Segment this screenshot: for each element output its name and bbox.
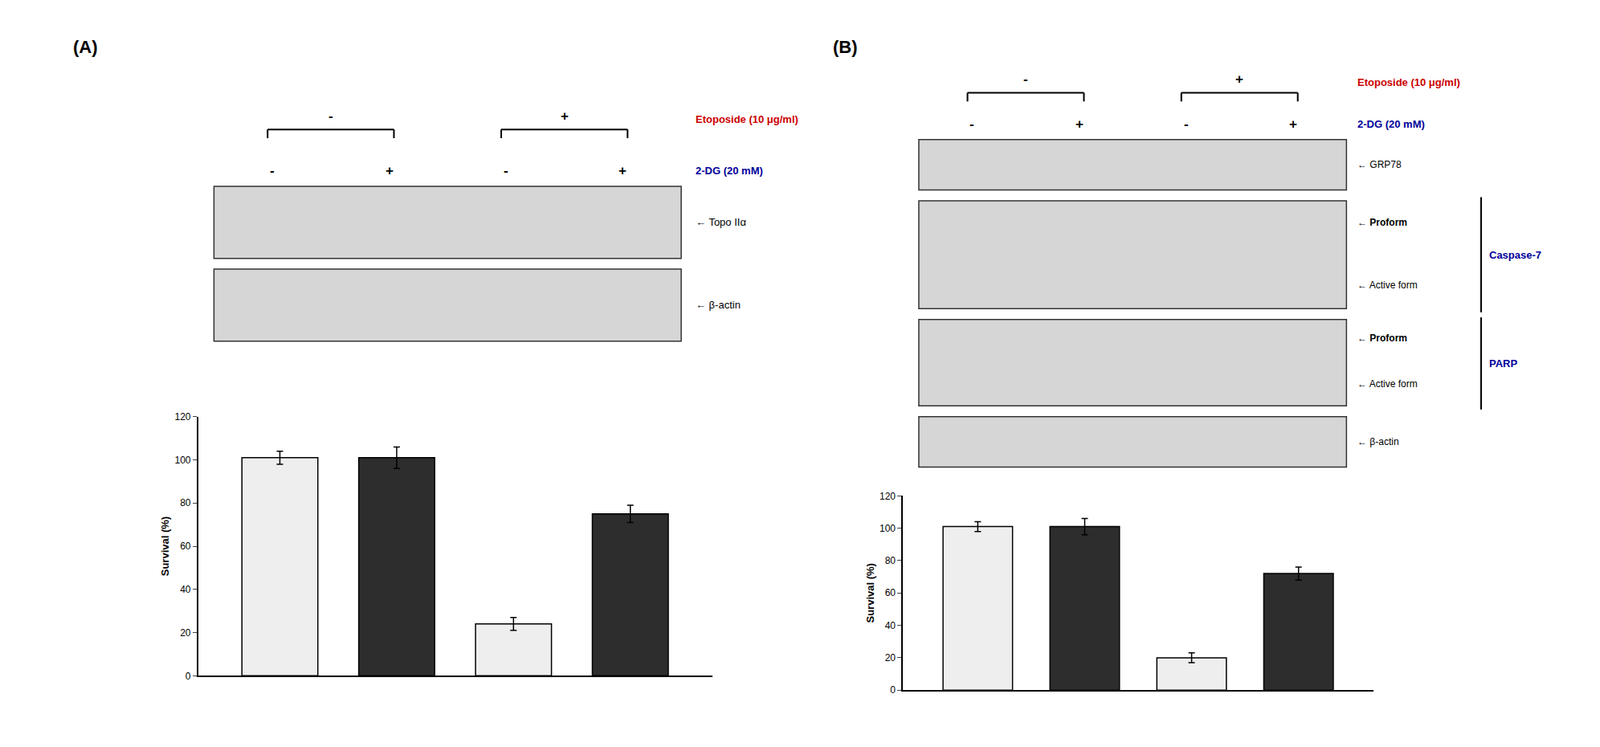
svg-text:20: 20 [885, 652, 897, 664]
svg-text:(B): (B) [832, 36, 858, 58]
svg-text:120: 120 [879, 490, 896, 503]
svg-text:← Proform: ← Proform [1357, 332, 1408, 344]
svg-text:(A): (A) [73, 36, 98, 58]
svg-text:80: 80 [885, 555, 897, 567]
svg-text:+: + [1235, 71, 1244, 87]
svg-text:2-DG (20 mM): 2-DG (20 mM) [695, 164, 764, 177]
svg-text:-: - [269, 163, 275, 179]
svg-text:100: 100 [174, 454, 191, 466]
svg-text:Etoposide (10 μg/ml): Etoposide (10 μg/ml) [695, 113, 799, 126]
svg-text:PARP: PARP [1489, 357, 1518, 370]
svg-text:← β-actin: ← β-actin [1357, 436, 1400, 448]
svg-text:2-DG (20 mM): 2-DG (20 mM) [1357, 118, 1425, 131]
svg-text:+: + [385, 163, 394, 179]
svg-text:+: + [1289, 116, 1298, 132]
svg-text:40: 40 [179, 583, 192, 596]
svg-text:← β-actin: ← β-actin [695, 298, 741, 311]
svg-text:← Topo IIα: ← Topo IIα [695, 216, 747, 229]
svg-text:← Active form: ← Active form [1357, 378, 1418, 390]
svg-text:Survival (%): Survival (%) [159, 516, 172, 576]
svg-text:+: + [618, 163, 627, 179]
svg-text:Survival (%): Survival (%) [864, 563, 877, 623]
svg-text:← GRP78: ← GRP78 [1357, 159, 1402, 171]
svg-text:40: 40 [885, 620, 897, 632]
svg-text:← Proform: ← Proform [1357, 216, 1408, 229]
svg-text:120: 120 [174, 411, 191, 423]
svg-text:80: 80 [179, 497, 192, 509]
svg-text:60: 60 [179, 540, 192, 552]
svg-text:-: - [328, 108, 334, 124]
svg-text:Etoposide (10 μg/ml): Etoposide (10 μg/ml) [1357, 76, 1461, 89]
svg-text:-: - [969, 116, 975, 132]
svg-text:Caspase-7: Caspase-7 [1489, 248, 1542, 262]
svg-text:-: - [1183, 116, 1189, 132]
svg-text:20: 20 [179, 627, 192, 639]
svg-text:0: 0 [185, 670, 192, 682]
svg-text:-: - [503, 163, 509, 179]
svg-text:-: - [1023, 71, 1029, 87]
svg-text:← Active form: ← Active form [1357, 279, 1418, 291]
svg-text:+: + [1075, 116, 1084, 132]
svg-text:60: 60 [885, 587, 897, 599]
svg-text:100: 100 [879, 522, 896, 535]
svg-text:+: + [560, 108, 569, 124]
svg-text:0: 0 [889, 684, 896, 696]
